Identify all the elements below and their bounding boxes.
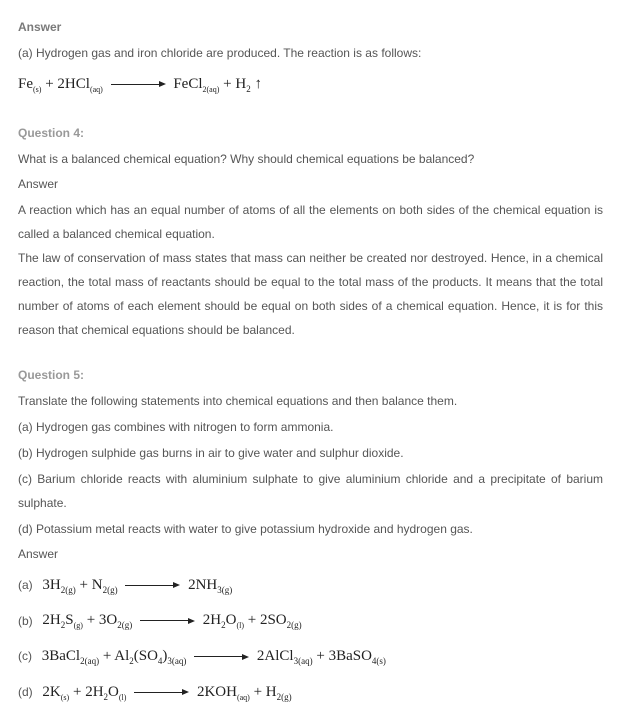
answer-heading: Answer (18, 16, 603, 39)
eq-term: 2AlCl (257, 648, 294, 664)
reaction-arrow-icon (194, 641, 249, 673)
question-prompt: What is a balanced chemical equation? Wh… (18, 147, 603, 171)
eq-sub: 2(aq) (203, 85, 220, 94)
answer-block-top: Answer (a) Hydrogen gas and iron chlorid… (18, 16, 603, 100)
eq-sub: (aq) (90, 85, 103, 94)
question-heading: Question 4: (18, 122, 603, 145)
eq-term: 3H (42, 577, 60, 593)
eq-sub: 4(s) (372, 656, 386, 666)
reaction-arrow-icon (111, 69, 166, 101)
eq-plus: + (76, 577, 92, 593)
list-item: (b) Hydrogen sulphide gas burns in air t… (18, 441, 603, 465)
equation-fe-hcl: Fe(s) + 2HCl(aq) FeCl2(aq) + H2 ↑ (18, 69, 603, 101)
eq-label: (b) (18, 614, 33, 628)
eq-term: 2HCl (57, 76, 90, 92)
eq-term: N (92, 577, 103, 593)
reaction-arrow-icon (134, 677, 189, 709)
question-4-block: Question 4: What is a balanced chemical … (18, 122, 603, 342)
eq-term: Al (114, 648, 129, 664)
eq-sub: (aq) (237, 693, 250, 702)
reaction-arrow-icon (140, 605, 195, 637)
question-heading: Question 5: (18, 364, 603, 387)
answer-para: The law of conservation of mass states t… (18, 246, 603, 342)
eq-plus: + (313, 648, 329, 664)
eq-term: 2H (42, 613, 60, 629)
list-item: (a) Hydrogen gas combines with nitrogen … (18, 415, 603, 439)
eq-term: O (108, 684, 119, 700)
eq-term: 2H (203, 613, 221, 629)
eq-sub: 2(g) (103, 585, 118, 595)
eq-term: 3BaSO (329, 648, 372, 664)
eq-term: H (235, 76, 246, 92)
eq-sub: (l) (119, 693, 127, 702)
eq-label: (a) (18, 578, 33, 592)
answer-heading: Answer (18, 173, 603, 196)
eq-term: 2H (85, 684, 103, 700)
eq-plus: + (83, 613, 99, 629)
eq-plus: + (250, 684, 266, 700)
reaction-arrow-icon (125, 570, 180, 602)
eq-term: 2NH (188, 577, 217, 593)
eq-sub: (l) (236, 622, 244, 631)
eq-term: Fe (18, 76, 33, 92)
eq-sub: (s) (61, 693, 69, 702)
question-prompt: Translate the following statements into … (18, 389, 603, 413)
eq-label: (d) (18, 685, 33, 699)
equation-b: (b) 2H2S(g) + 3O2(g) 2H2O(l) + 2SO2(g) (18, 605, 603, 637)
question-5-block: Question 5: Translate the following stat… (18, 364, 603, 708)
answer-heading: Answer (18, 543, 603, 566)
eq-plus: + (41, 76, 57, 92)
eq-term: 2SO (260, 613, 287, 629)
up-arrow-icon: ↑ (251, 76, 262, 92)
eq-term: 2K (42, 684, 60, 700)
eq-plus: + (244, 613, 260, 629)
answer-intro: (a) Hydrogen gas and iron chloride are p… (18, 41, 603, 65)
answer-para: A reaction which has an equal number of … (18, 198, 603, 246)
eq-sub: 3(g) (217, 585, 232, 595)
eq-sub: 2(g) (117, 621, 132, 631)
eq-sub: 2(g) (287, 621, 302, 631)
list-item: (c) Barium chloride reacts with aluminiu… (18, 467, 603, 515)
equation-d: (d) 2K(s) + 2H2O(l) 2KOH(aq) + H2(g) (18, 677, 603, 709)
eq-sub: 2(g) (277, 692, 292, 702)
eq-sub: 3(aq) (294, 656, 313, 666)
eq-term: (SO (134, 648, 158, 664)
list-item: (d) Potassium metal reacts with water to… (18, 517, 603, 541)
eq-plus: + (99, 648, 114, 664)
eq-term: FeCl (173, 76, 202, 92)
eq-plus: + (69, 684, 85, 700)
eq-term: 3BaCl (42, 648, 80, 664)
eq-term: S (65, 613, 73, 629)
eq-term: O (226, 613, 237, 629)
eq-plus: + (219, 76, 235, 92)
eq-term: H (266, 684, 277, 700)
equation-c: (c) 3BaCl2(aq) + Al2(SO4)3(aq) 2AlCl3(aq… (18, 641, 603, 673)
eq-term: 3O (99, 613, 117, 629)
eq-sub: 2(aq) (80, 656, 99, 666)
eq-sub: 2(g) (61, 585, 76, 595)
eq-sub: 3(aq) (167, 656, 186, 666)
eq-label: (c) (18, 649, 32, 663)
equation-a: (a) 3H2(g) + N2(g) 2NH3(g) (18, 570, 603, 602)
eq-sub: (g) (74, 622, 83, 631)
eq-term: 2KOH (197, 684, 237, 700)
